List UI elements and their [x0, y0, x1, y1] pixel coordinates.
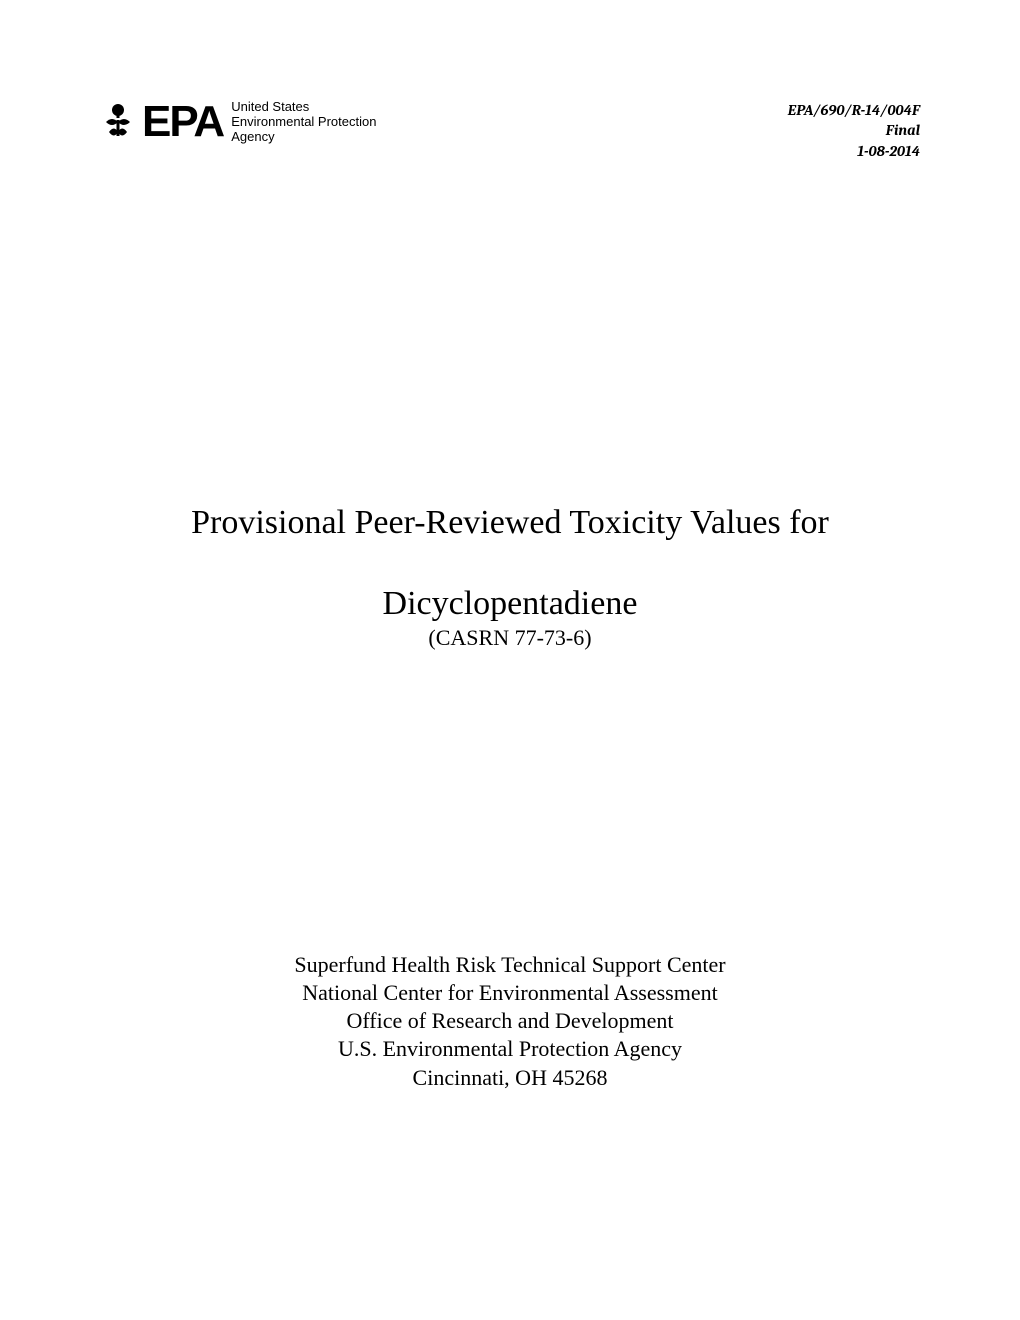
document-title: Provisional Peer-Reviewed Toxicity Value… [100, 501, 920, 545]
org-line: Office of Research and Development [100, 1007, 920, 1035]
casrn: (CASRN 77-73-6) [100, 625, 920, 651]
document-subject: Dicyclopentadiene [100, 585, 920, 623]
organization-block: Superfund Health Risk Technical Support … [100, 951, 920, 1092]
epa-tagline: United States Environmental Protection A… [231, 100, 376, 145]
org-line: Cincinnati, OH 45268 [100, 1064, 920, 1092]
org-line: Superfund Health Risk Technical Support … [100, 951, 920, 979]
document-page: EPA United States Environmental Protecti… [0, 0, 1020, 1320]
tagline-line: Environmental Protection [231, 115, 376, 130]
epa-flower-icon [100, 102, 136, 142]
doc-status: Final [788, 120, 920, 140]
header: EPA United States Environmental Protecti… [100, 100, 920, 161]
document-metadata: EPA/690/R-14/004F Final 1-08-2014 [788, 100, 920, 161]
doc-date: 1-08-2014 [788, 141, 920, 161]
tagline-line: United States [231, 100, 376, 115]
title-block: Provisional Peer-Reviewed Toxicity Value… [100, 501, 920, 651]
doc-number: EPA/690/R-14/004F [788, 100, 920, 120]
org-line: U.S. Environmental Protection Agency [100, 1035, 920, 1063]
epa-logo: EPA United States Environmental Protecti… [100, 100, 376, 145]
tagline-line: Agency [231, 130, 376, 145]
epa-wordmark: EPA [142, 100, 223, 144]
org-line: National Center for Environmental Assess… [100, 979, 920, 1007]
